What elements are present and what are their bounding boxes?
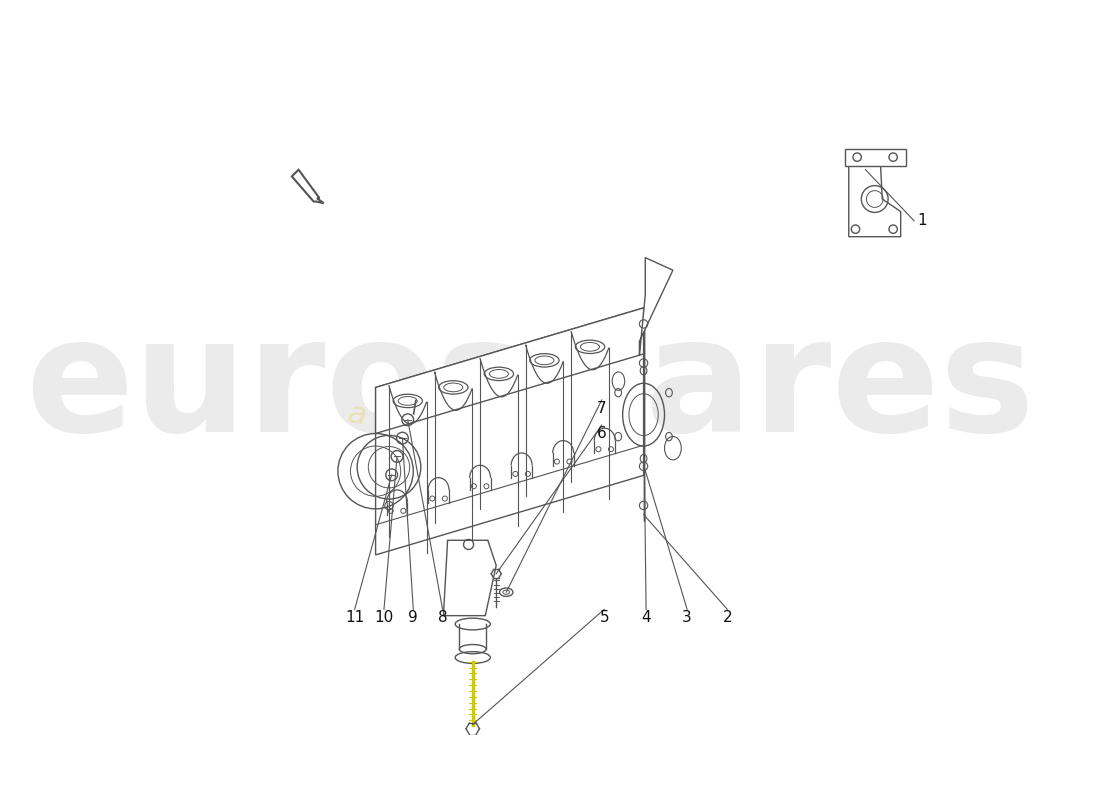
Polygon shape: [845, 149, 905, 166]
Text: 5: 5: [600, 610, 609, 626]
Text: 7: 7: [597, 401, 606, 416]
Polygon shape: [375, 308, 644, 434]
Text: 3: 3: [682, 610, 692, 626]
Polygon shape: [375, 308, 644, 555]
Text: 10: 10: [374, 610, 394, 626]
Text: a passion for parts: a passion for parts: [345, 399, 631, 468]
Polygon shape: [849, 166, 901, 237]
Text: 1: 1: [917, 214, 927, 228]
Text: since 1985: since 1985: [438, 431, 606, 483]
Text: 11: 11: [345, 610, 364, 626]
Text: 2: 2: [723, 610, 733, 626]
Text: 9: 9: [408, 610, 418, 626]
Polygon shape: [443, 540, 496, 616]
Text: eurospares: eurospares: [25, 310, 1035, 465]
Polygon shape: [639, 258, 673, 356]
Text: 6: 6: [597, 426, 606, 441]
Text: 8: 8: [438, 610, 448, 626]
Text: 4: 4: [641, 610, 651, 626]
